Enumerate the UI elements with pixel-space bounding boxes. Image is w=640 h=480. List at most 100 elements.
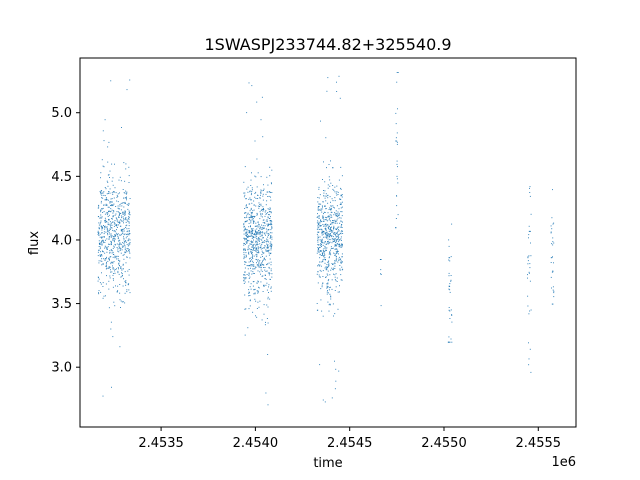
data-point <box>336 248 338 250</box>
data-point <box>104 195 106 197</box>
data-point <box>271 169 273 171</box>
data-point <box>124 214 125 216</box>
data-point <box>267 298 269 300</box>
data-point <box>260 262 262 264</box>
data-point <box>267 196 269 197</box>
data-point <box>318 217 320 219</box>
data-point <box>334 260 336 262</box>
data-point <box>255 222 257 224</box>
data-point <box>257 270 259 272</box>
data-point <box>326 167 327 169</box>
data-point <box>244 239 246 241</box>
data-point <box>128 228 130 230</box>
data-point <box>317 223 319 224</box>
data-point <box>316 273 318 275</box>
data-point <box>261 234 263 236</box>
data-point <box>248 216 250 218</box>
data-point <box>321 231 323 233</box>
data-point <box>119 222 121 223</box>
data-point <box>550 231 552 233</box>
data-point <box>338 212 340 214</box>
data-point <box>123 242 125 244</box>
data-point <box>252 217 254 219</box>
data-point <box>550 232 552 234</box>
data-point <box>333 214 335 216</box>
data-point <box>317 220 319 222</box>
data-point <box>246 216 248 218</box>
data-point <box>108 243 110 245</box>
data-point <box>339 268 341 270</box>
data-point <box>120 209 122 211</box>
data-point <box>321 242 323 243</box>
data-point <box>251 228 253 230</box>
data-point <box>121 249 123 251</box>
data-point <box>395 140 397 142</box>
data-point <box>250 283 252 285</box>
data-point <box>258 239 260 241</box>
data-point <box>111 241 112 243</box>
data-point <box>319 254 321 256</box>
data-point <box>321 205 323 207</box>
data-point <box>244 271 246 273</box>
data-point <box>271 221 273 223</box>
data-point <box>327 241 328 242</box>
data-point <box>104 220 106 221</box>
data-point <box>255 205 257 207</box>
data-point <box>117 201 119 203</box>
data-point <box>317 265 319 267</box>
data-point <box>329 229 331 231</box>
data-point <box>321 240 323 242</box>
data-point <box>332 238 334 240</box>
data-point <box>252 264 254 266</box>
data-point <box>261 243 263 245</box>
data-point <box>122 202 124 204</box>
data-point <box>261 242 263 244</box>
data-point <box>117 224 119 226</box>
data-point <box>100 211 102 213</box>
data-point <box>107 212 109 214</box>
data-point <box>340 225 342 227</box>
data-point <box>317 225 319 227</box>
data-point <box>109 233 111 235</box>
data-point <box>251 232 253 234</box>
data-point <box>335 212 337 214</box>
data-point <box>101 255 103 257</box>
data-point <box>269 237 271 239</box>
data-point <box>271 245 273 247</box>
data-point <box>250 179 252 181</box>
data-point <box>270 222 272 224</box>
data-point <box>321 228 322 230</box>
data-point <box>267 208 269 210</box>
data-point <box>113 221 115 223</box>
data-point <box>252 241 254 243</box>
data-point <box>112 247 114 249</box>
data-point <box>120 230 122 232</box>
data-point <box>102 282 104 284</box>
data-point <box>107 174 109 176</box>
data-point <box>119 234 121 236</box>
data-point <box>254 247 256 249</box>
data-point <box>122 264 124 266</box>
data-point <box>329 228 331 230</box>
data-point <box>251 217 253 219</box>
data-point <box>113 203 115 205</box>
data-point <box>122 275 123 276</box>
data-point <box>116 291 118 293</box>
data-point <box>268 274 270 276</box>
data-point <box>113 240 115 242</box>
data-point <box>120 266 122 268</box>
data-point <box>326 220 328 222</box>
data-point <box>108 257 110 259</box>
data-point <box>118 211 119 213</box>
data-point <box>447 341 449 343</box>
data-point <box>323 190 324 191</box>
data-point <box>105 265 107 267</box>
data-point <box>529 263 531 265</box>
data-point <box>105 227 107 229</box>
data-point <box>120 180 122 182</box>
data-point <box>336 222 338 224</box>
data-point <box>116 227 118 228</box>
data-point <box>255 231 257 233</box>
data-point <box>341 194 343 196</box>
data-point <box>122 211 124 213</box>
